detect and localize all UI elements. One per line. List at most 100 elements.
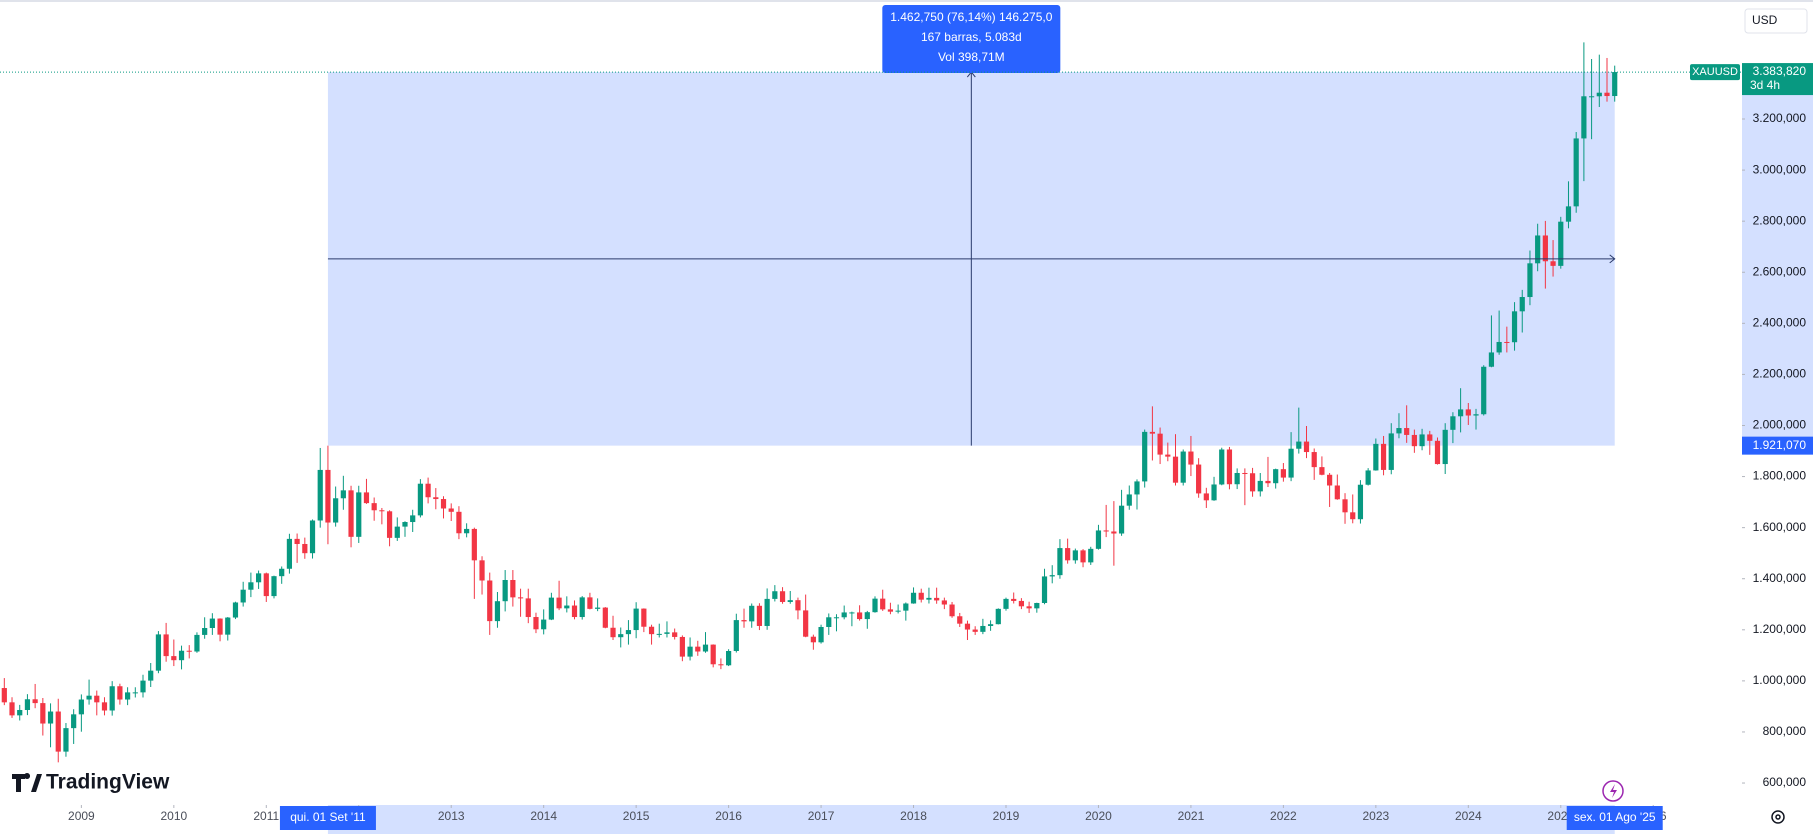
x-tick-label: 2009 xyxy=(68,809,95,823)
candle-body xyxy=(325,469,331,523)
candle-body xyxy=(1026,606,1032,609)
candle-body xyxy=(1311,452,1317,468)
candle-body xyxy=(356,492,362,537)
candle-body xyxy=(456,511,462,534)
candles-layer xyxy=(1,42,1618,763)
candle-body xyxy=(140,680,146,693)
candle-body xyxy=(317,469,323,521)
x-tick-label: 2011 xyxy=(253,809,279,823)
alert-circle xyxy=(1602,780,1624,802)
candle-body xyxy=(826,617,832,627)
currency-button-frame xyxy=(1744,8,1808,34)
candle-body xyxy=(1558,221,1564,266)
candle-body xyxy=(1496,341,1502,353)
candle-body xyxy=(595,607,601,609)
candle-body xyxy=(1388,433,1394,470)
candle-body xyxy=(117,686,123,700)
y-tick-label: 1.200,000 xyxy=(1753,622,1807,636)
candle-body xyxy=(348,490,354,537)
candle-body xyxy=(510,579,516,598)
candle-body xyxy=(78,699,84,715)
candle-body xyxy=(610,627,616,638)
candle-body xyxy=(433,497,439,500)
candle-body xyxy=(1080,550,1086,563)
candle-body xyxy=(40,703,46,724)
candle-body xyxy=(448,508,454,512)
candle-body xyxy=(1018,600,1025,607)
candle-body xyxy=(679,636,685,657)
candle-body xyxy=(1342,499,1348,513)
candle-body xyxy=(1065,548,1071,561)
candle-body xyxy=(556,597,562,609)
candle-body xyxy=(302,543,308,554)
candle-body xyxy=(1380,443,1387,470)
candle-body xyxy=(1550,261,1556,266)
measure-tooltip-line: 1.462,750 (76,14%) 146.275,0 xyxy=(890,10,1052,24)
candle-body xyxy=(880,598,886,610)
candle-body xyxy=(548,597,554,620)
candle-body xyxy=(787,600,793,602)
candle-body xyxy=(602,607,608,628)
alert-bolt xyxy=(1610,784,1617,798)
candle-body xyxy=(1041,576,1048,603)
candle-body xyxy=(386,511,393,538)
candle-body xyxy=(479,560,485,581)
x-tick-label: 2021 xyxy=(1178,809,1205,823)
candle-body xyxy=(440,499,447,509)
candle-body xyxy=(710,644,716,665)
y-tick-label: 3.000,000 xyxy=(1753,162,1807,176)
candle-body xyxy=(695,646,701,652)
currency-button[interactable]: USD xyxy=(1744,8,1808,34)
candle-body xyxy=(1419,434,1425,447)
candle-body xyxy=(340,490,346,499)
candle-body xyxy=(625,630,632,635)
candle-body xyxy=(1350,512,1356,520)
settings-icon[interactable] xyxy=(1771,810,1785,824)
candle-body xyxy=(1511,311,1518,343)
candle-body xyxy=(1157,433,1163,455)
candle-body xyxy=(525,598,531,618)
candle-body xyxy=(810,636,816,643)
candle-body xyxy=(1172,456,1179,483)
candle-body xyxy=(1211,484,1217,501)
candle-body xyxy=(1134,481,1140,495)
logo-text: TradingView xyxy=(46,771,170,794)
candle-body xyxy=(564,605,570,609)
candle-body xyxy=(1095,530,1102,549)
x-tick-label: 2022 xyxy=(1270,809,1297,823)
candle-body xyxy=(1504,341,1510,343)
candle-body xyxy=(1488,352,1495,367)
candle-body xyxy=(1203,493,1209,501)
x-tick-label: 2020 xyxy=(1085,809,1112,823)
measure-tooltip-line: Vol 398,71M xyxy=(938,50,1005,64)
candle-body xyxy=(972,629,978,632)
candle-body xyxy=(94,695,100,703)
candle-body xyxy=(633,608,639,631)
alert-icon[interactable] xyxy=(1602,780,1624,802)
candle-body xyxy=(1373,443,1379,471)
branding[interactable]: TradingView xyxy=(12,771,170,794)
candle-body xyxy=(1612,72,1618,97)
x-tick-label: 2023 xyxy=(1362,809,1389,823)
gear-outer xyxy=(1771,810,1785,824)
candle-body xyxy=(309,520,316,554)
candle-body xyxy=(163,634,169,657)
candle-body xyxy=(232,602,239,618)
candle-body xyxy=(749,605,755,622)
candle-body xyxy=(248,582,254,590)
candle-body xyxy=(55,711,61,752)
candle-body xyxy=(47,711,54,724)
candle-body xyxy=(279,568,285,577)
candle-body xyxy=(1327,474,1333,486)
candle-body xyxy=(1165,454,1171,457)
candle-body xyxy=(571,605,578,618)
y-tick-label: 1.400,000 xyxy=(1753,571,1807,585)
candle-body xyxy=(202,628,208,635)
candle-body xyxy=(687,646,693,657)
candle-body xyxy=(910,592,917,604)
candle-body xyxy=(394,526,400,538)
x-tick-label: 2015 xyxy=(623,809,650,823)
candle-body xyxy=(964,623,971,630)
candle-body xyxy=(1542,235,1548,262)
